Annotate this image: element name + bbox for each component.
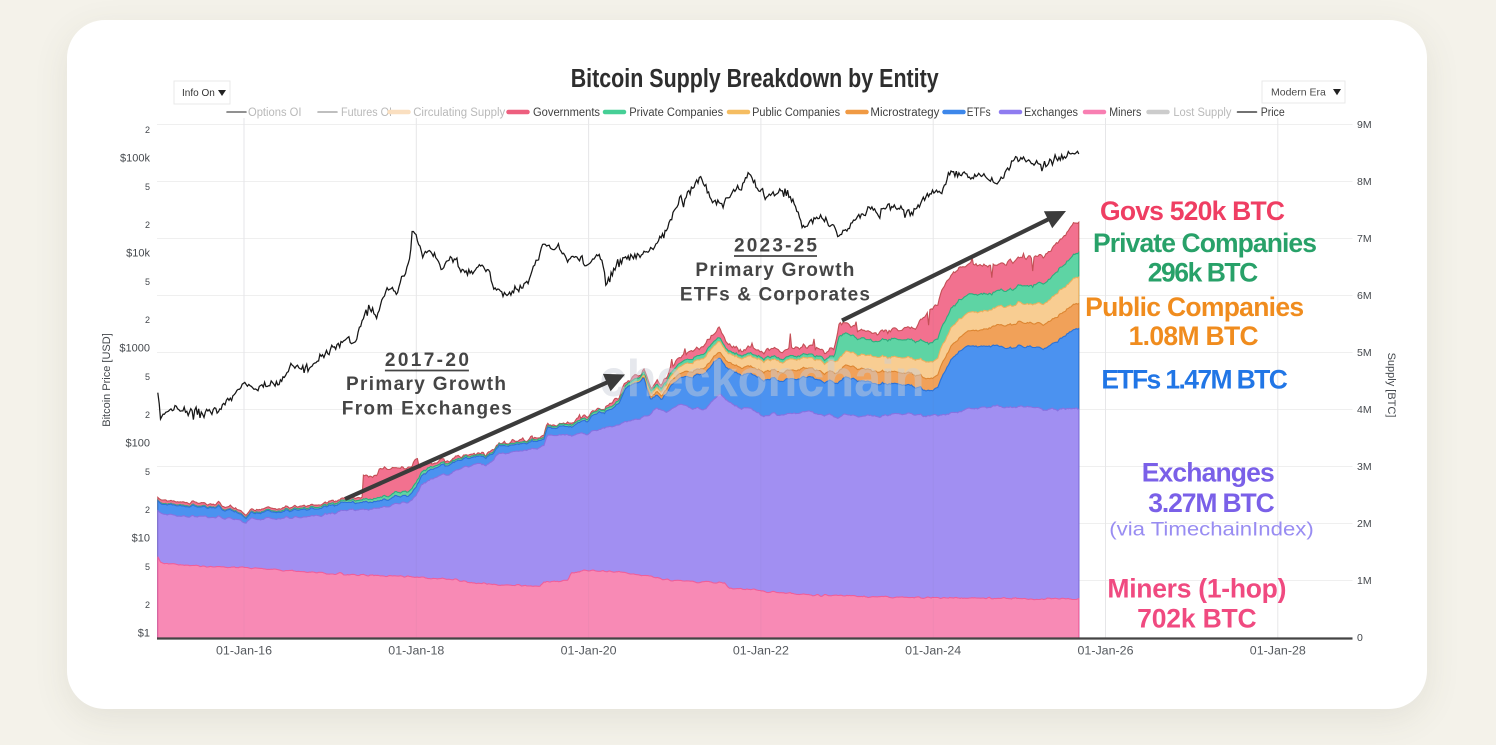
svg-text:2: 2 bbox=[145, 600, 150, 610]
svg-text:Primary Growth: Primary Growth bbox=[695, 260, 854, 281]
svg-text:ETFs & Corporates: ETFs & Corporates bbox=[680, 285, 870, 306]
svg-text:702k BTC: 702k BTC bbox=[1137, 604, 1257, 634]
svg-text:Circulating Supply: Circulating Supply bbox=[413, 107, 505, 119]
svg-text:$10k: $10k bbox=[126, 248, 150, 260]
svg-text:01-Jan-16: 01-Jan-16 bbox=[216, 646, 272, 658]
svg-text:Private Companies: Private Companies bbox=[1093, 228, 1317, 258]
svg-text:Bitcoin Price [USD]: Bitcoin Price [USD] bbox=[101, 333, 113, 427]
svg-text:$100k: $100k bbox=[120, 153, 150, 165]
svg-text:$10: $10 bbox=[132, 533, 150, 545]
svg-text:2017-20: 2017-20 bbox=[385, 350, 469, 371]
svg-text:4M: 4M bbox=[1357, 404, 1372, 416]
svg-text:5: 5 bbox=[145, 562, 150, 572]
svg-text:Price: Price bbox=[1261, 107, 1285, 119]
svg-text:Public Companies: Public Companies bbox=[1085, 292, 1304, 322]
svg-text:(via TimechainIndex): (via TimechainIndex) bbox=[1109, 519, 1314, 541]
svg-text:6M: 6M bbox=[1357, 290, 1372, 302]
svg-text:5: 5 bbox=[145, 277, 150, 287]
svg-text:From Exchanges: From Exchanges bbox=[342, 399, 512, 420]
svg-text:01-Jan-22: 01-Jan-22 bbox=[733, 646, 789, 658]
svg-text:Modern Era: Modern Era bbox=[1271, 87, 1326, 99]
svg-text:01-Jan-24: 01-Jan-24 bbox=[905, 646, 962, 658]
svg-text:2M: 2M bbox=[1357, 518, 1372, 530]
svg-text:checkonchain: checkonchain bbox=[600, 350, 925, 408]
svg-text:Primary Growth: Primary Growth bbox=[346, 374, 506, 395]
svg-text:1.08M BTC: 1.08M BTC bbox=[1129, 321, 1259, 351]
svg-text:2: 2 bbox=[145, 505, 150, 515]
svg-text:Info On: Info On bbox=[182, 88, 215, 99]
svg-text:$1: $1 bbox=[138, 628, 150, 640]
svg-text:Bitcoin Supply Breakdown by En: Bitcoin Supply Breakdown by Entity bbox=[571, 65, 940, 93]
svg-text:5: 5 bbox=[145, 372, 150, 382]
svg-text:Exchanges: Exchanges bbox=[1024, 107, 1078, 119]
svg-text:$1000: $1000 bbox=[119, 343, 150, 355]
svg-text:Supply [BTC]: Supply [BTC] bbox=[1385, 353, 1397, 418]
svg-text:0: 0 bbox=[1357, 632, 1363, 644]
svg-text:2: 2 bbox=[145, 125, 150, 135]
svg-text:ETFs: ETFs bbox=[967, 107, 991, 119]
svg-text:Options OI: Options OI bbox=[248, 107, 302, 119]
svg-text:Governments: Governments bbox=[533, 107, 600, 119]
svg-text:3M: 3M bbox=[1357, 461, 1372, 473]
svg-text:2: 2 bbox=[145, 410, 150, 420]
svg-text:01-Jan-18: 01-Jan-18 bbox=[388, 646, 444, 658]
svg-text:01-Jan-26: 01-Jan-26 bbox=[1078, 646, 1134, 658]
svg-text:296k BTC: 296k BTC bbox=[1148, 258, 1259, 288]
svg-text:01-Jan-20: 01-Jan-20 bbox=[561, 646, 617, 658]
svg-text:Exchanges: Exchanges bbox=[1142, 458, 1275, 488]
svg-text:3.27M BTC: 3.27M BTC bbox=[1148, 488, 1275, 518]
svg-text:Lost Supply: Lost Supply bbox=[1173, 107, 1231, 119]
svg-text:Govs 520k BTC: Govs 520k BTC bbox=[1100, 196, 1285, 226]
svg-text:5: 5 bbox=[145, 467, 150, 477]
svg-text:5M: 5M bbox=[1357, 347, 1372, 359]
svg-text:Public Companies: Public Companies bbox=[752, 107, 840, 119]
svg-text:5: 5 bbox=[145, 182, 150, 192]
svg-text:$100: $100 bbox=[126, 438, 150, 450]
svg-text:01-Jan-28: 01-Jan-28 bbox=[1250, 646, 1306, 658]
svg-text:Miners (1-hop): Miners (1-hop) bbox=[1107, 574, 1286, 604]
svg-text:2: 2 bbox=[145, 220, 150, 230]
svg-text:1M: 1M bbox=[1357, 575, 1372, 587]
svg-text:2023-25: 2023-25 bbox=[734, 236, 817, 257]
svg-text:8M: 8M bbox=[1357, 176, 1372, 188]
svg-text:Miners: Miners bbox=[1109, 107, 1141, 119]
svg-text:Futures OI: Futures OI bbox=[341, 107, 392, 119]
svg-text:7M: 7M bbox=[1357, 233, 1372, 245]
svg-text:Private Companies: Private Companies bbox=[629, 107, 723, 119]
svg-text:ETFs 1.47M BTC: ETFs 1.47M BTC bbox=[1101, 365, 1288, 395]
svg-text:Microstrategy: Microstrategy bbox=[870, 107, 939, 119]
svg-text:9M: 9M bbox=[1357, 119, 1372, 131]
svg-text:2: 2 bbox=[145, 315, 150, 325]
